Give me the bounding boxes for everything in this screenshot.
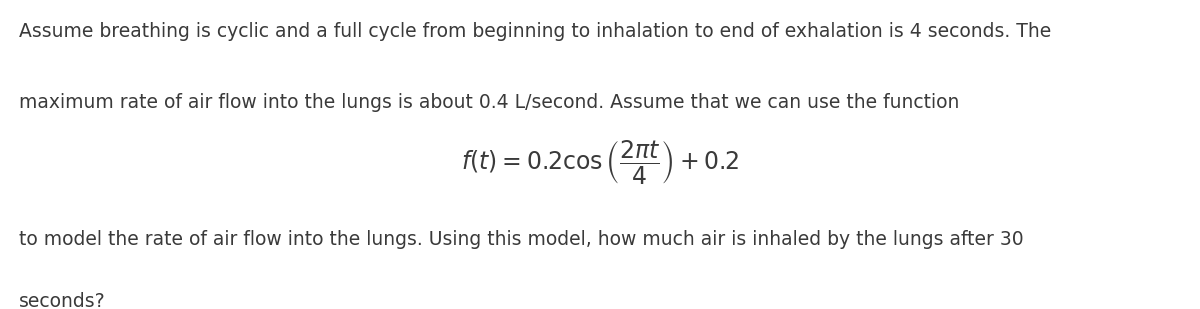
- Text: $f(t) = 0.2 \cos\left(\dfrac{2\pi t}{4}\right) + 0.2$: $f(t) = 0.2 \cos\left(\dfrac{2\pi t}{4}\…: [461, 138, 739, 186]
- Text: to model the rate of air flow into the lungs. Using this model, how much air is : to model the rate of air flow into the l…: [19, 230, 1024, 249]
- Text: seconds?: seconds?: [19, 292, 106, 309]
- Text: Assume breathing is cyclic and a full cycle from beginning to inhalation to end : Assume breathing is cyclic and a full cy…: [19, 22, 1051, 40]
- Text: maximum rate of air flow into the lungs is about 0.4 L/second. Assume that we ca: maximum rate of air flow into the lungs …: [19, 93, 960, 112]
